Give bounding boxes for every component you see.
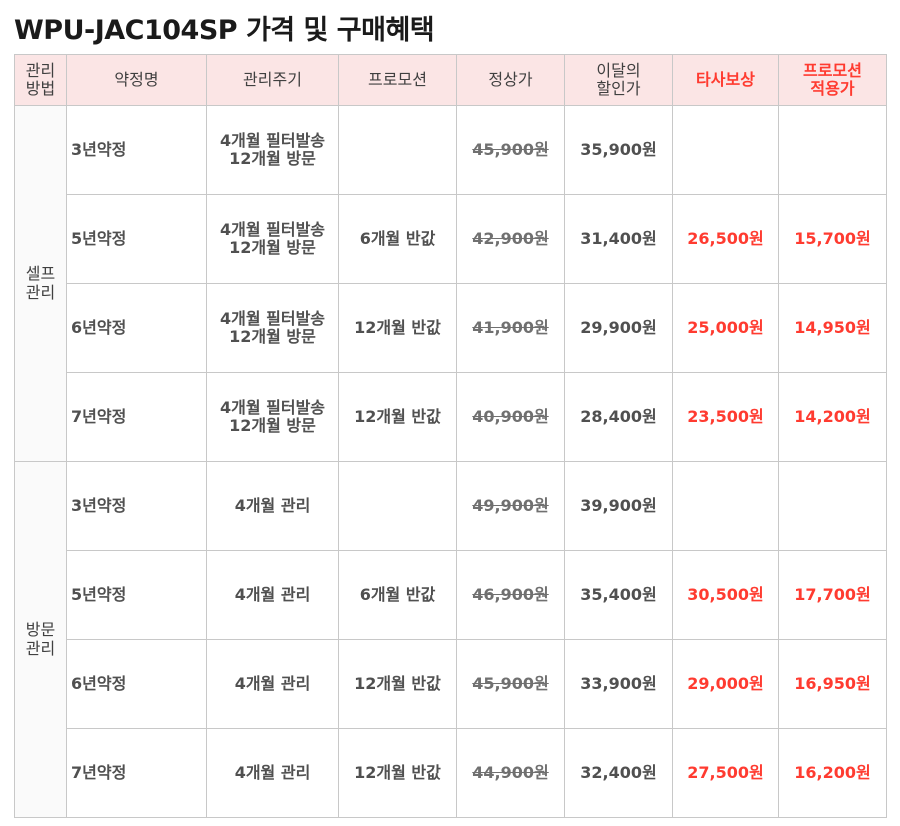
cycle-cell: 4개월 필터발송 12개월 방문 [206,372,339,462]
table-row: 5년약정 4개월 관리 6개월 반값 46,900원 35,400원 30,50… [15,550,887,640]
table-row: 방문 관리 3년약정 4개월 관리 49,900원 39,900원 [14,461,887,818]
plan-cell: 5년약정 [66,550,207,640]
regular-price-cell: 49,900원 [456,461,565,551]
table-row: 7년약정 4개월 관리 12개월 반값 44,900원 32,400원 27,5… [15,728,887,818]
discount-price-cell: 33,900원 [564,639,673,729]
regular-price-cell: 45,900원 [456,105,565,195]
plan-cell: 7년약정 [66,372,207,462]
regular-price-cell: 46,900원 [456,550,565,640]
regular-price-cell: 42,900원 [456,194,565,284]
cycle-cell: 4개월 관리 [206,461,339,551]
regular-price-cell: 40,900원 [456,372,565,462]
promo-cell: 12개월 반값 [338,728,457,818]
discount-price-cell: 29,900원 [564,283,673,373]
promo-price-cell: 16,950원 [778,639,887,729]
price-table: 관리 방법 약정명 관리주기 프로모션 정상가 이달의 할인가 타사보상 프로모… [14,54,887,818]
trade-in-cell: 30,500원 [672,550,779,640]
promo-price-cell [778,105,887,195]
promo-price-cell: 14,950원 [778,283,887,373]
trade-in-cell: 29,000원 [672,639,779,729]
header-method: 관리 방법 [14,54,67,106]
header-monthly-discount: 이달의 할인가 [564,54,673,106]
method-cell-visit: 방문 관리 [14,461,67,818]
trade-in-cell [672,461,779,551]
header-promo-price: 프로모션 적용가 [778,54,887,106]
plan-cell: 6년약정 [66,639,207,729]
promo-cell [338,105,457,195]
method-cell-self: 셀프 관리 [14,105,67,462]
page-title: WPU-JAC104SP 가격 및 구매혜택 [14,15,435,46]
promo-price-cell: 15,700원 [778,194,887,284]
plan-cell: 7년약정 [66,728,207,818]
promo-price-cell [778,461,887,551]
promo-cell: 6개월 반값 [338,194,457,284]
discount-price-cell: 31,400원 [564,194,673,284]
cycle-cell: 4개월 관리 [206,639,339,729]
table-row: 5년약정 4개월 필터발송 12개월 방문 6개월 반값 42,900원 31,… [15,194,887,284]
cycle-cell: 4개월 필터발송 12개월 방문 [206,105,339,195]
table-row: 6년약정 4개월 필터발송 12개월 방문 12개월 반값 41,900원 29… [15,283,887,373]
regular-price-cell: 45,900원 [456,639,565,729]
table-row: 6년약정 4개월 관리 12개월 반값 45,900원 33,900원 29,0… [15,639,887,729]
plan-cell: 5년약정 [66,194,207,284]
cycle-cell: 4개월 관리 [206,728,339,818]
promo-price-cell: 16,200원 [778,728,887,818]
promo-cell: 12개월 반값 [338,639,457,729]
cycle-cell: 4개월 관리 [206,550,339,640]
regular-price-cell: 44,900원 [456,728,565,818]
trade-in-cell [672,105,779,195]
promo-cell: 12개월 반값 [338,283,457,373]
promo-price-cell: 17,700원 [778,550,887,640]
cycle-cell: 4개월 필터발송 12개월 방문 [206,283,339,373]
trade-in-cell: 26,500원 [672,194,779,284]
trade-in-cell: 23,500원 [672,372,779,462]
plan-cell: 6년약정 [66,283,207,373]
trade-in-cell: 25,000원 [672,283,779,373]
plan-cell: 3년약정 [66,461,207,551]
table-row: 7년약정 4개월 필터발송 12개월 방문 12개월 반값 40,900원 28… [15,372,887,462]
regular-price-cell: 41,900원 [456,283,565,373]
promo-cell [338,461,457,551]
plan-cell: 3년약정 [66,105,207,195]
header-row: 관리 방법 약정명 관리주기 프로모션 정상가 이달의 할인가 타사보상 프로모… [14,54,887,106]
promo-cell: 12개월 반값 [338,372,457,462]
trade-in-cell: 27,500원 [672,728,779,818]
discount-price-cell: 39,900원 [564,461,673,551]
discount-price-cell: 28,400원 [564,372,673,462]
header-cycle: 관리주기 [206,54,339,106]
discount-price-cell: 32,400원 [564,728,673,818]
discount-price-cell: 35,900원 [564,105,673,195]
cycle-cell: 4개월 필터발송 12개월 방문 [206,194,339,284]
header-promotion: 프로모션 [338,54,457,106]
header-plan: 약정명 [66,54,207,106]
header-regular-price: 정상가 [456,54,565,106]
promo-cell: 6개월 반값 [338,550,457,640]
promo-price-cell: 14,200원 [778,372,887,462]
header-trade-in: 타사보상 [672,54,779,106]
table-row: 셀프 관리 3년약정 4개월 필터발송 12개월 방문 45,900원 35,9… [14,105,887,462]
discount-price-cell: 35,400원 [564,550,673,640]
